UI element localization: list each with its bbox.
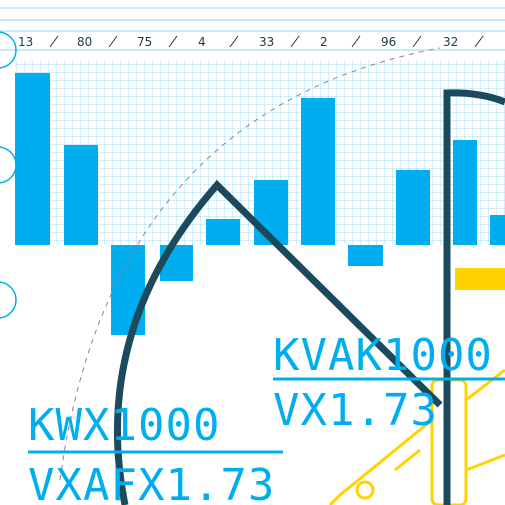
tick-label: 80 bbox=[77, 35, 92, 49]
code-text: KVAK1000 bbox=[273, 330, 493, 381]
code-text: VX1.73 bbox=[273, 385, 438, 436]
label-row: 13 80 75 4 33 2 96 32 bbox=[18, 35, 484, 49]
slash bbox=[168, 35, 178, 48]
dark-lines bbox=[113, 89, 505, 505]
artwork: 13 80 75 4 33 2 96 32 bbox=[0, 7, 505, 505]
bar bbox=[64, 145, 98, 245]
code-text: VXAFX1.73 bbox=[28, 460, 275, 505]
right-text-block: KVAK1000 VX1.73 bbox=[273, 330, 505, 436]
bar bbox=[348, 245, 383, 266]
bar bbox=[396, 170, 430, 245]
tick-label: 33 bbox=[259, 35, 274, 49]
left-text-block: KWX1000 VXAFX1.73 bbox=[28, 400, 283, 505]
slash bbox=[229, 35, 239, 48]
bars bbox=[15, 73, 505, 335]
yellow-bar bbox=[455, 268, 505, 290]
slash bbox=[412, 35, 422, 48]
tick-label: 13 bbox=[18, 35, 33, 49]
top-rules bbox=[0, 7, 505, 51]
tick-label: 96 bbox=[381, 35, 396, 49]
slash bbox=[474, 35, 484, 48]
bar bbox=[111, 245, 145, 335]
slash bbox=[49, 35, 59, 48]
slash bbox=[351, 35, 361, 48]
bar bbox=[453, 140, 477, 245]
bar bbox=[15, 73, 50, 245]
slash bbox=[108, 35, 118, 48]
slash bbox=[290, 35, 300, 48]
bar bbox=[490, 215, 505, 245]
bar bbox=[301, 98, 335, 245]
dashed-arc bbox=[59, 47, 441, 481]
bar bbox=[206, 219, 240, 245]
tick-label: 75 bbox=[137, 35, 152, 49]
tick-label: 32 bbox=[443, 35, 458, 49]
tick-label: 2 bbox=[320, 35, 328, 49]
code-text: KWX1000 bbox=[28, 400, 220, 451]
left-circles bbox=[0, 31, 17, 319]
tick-label: 4 bbox=[198, 35, 206, 49]
